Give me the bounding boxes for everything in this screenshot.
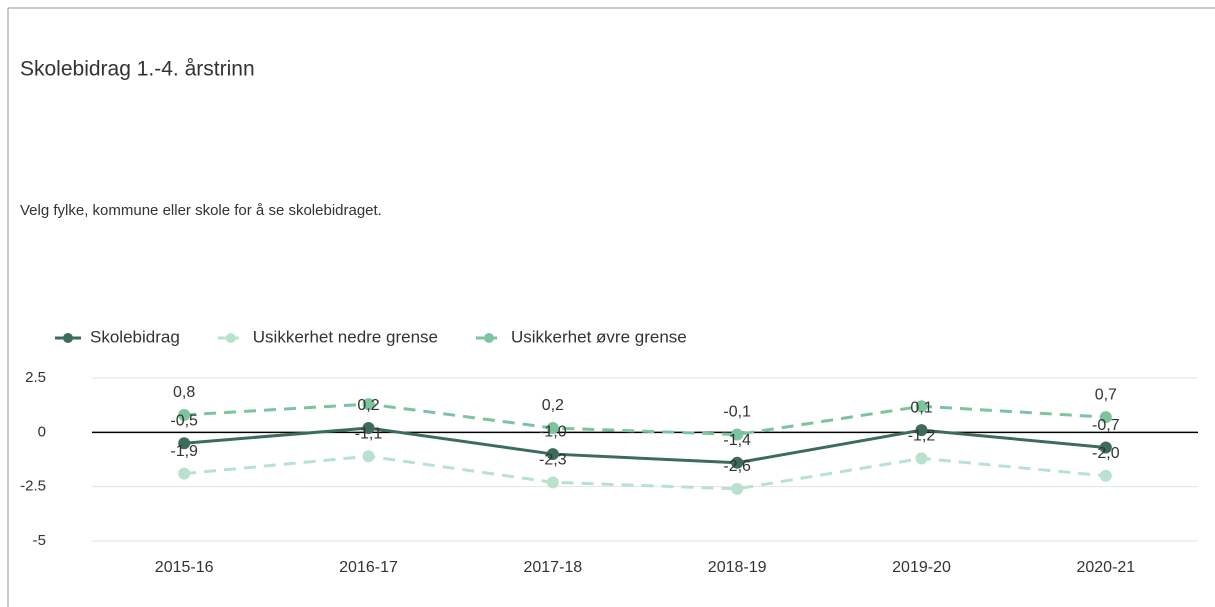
data-point (731, 456, 744, 469)
legend-label: Skolebidrag (90, 327, 180, 346)
data-label: -2,3 (539, 452, 567, 469)
series-line (184, 426, 1106, 465)
data-label: -1,0 (539, 423, 567, 440)
data-point (546, 421, 559, 434)
x-tick-label: 2019-20 (892, 559, 951, 576)
series-line (184, 402, 1106, 437)
y-tick-label: -2.5 (20, 478, 46, 495)
data-point (178, 467, 191, 480)
series-line (184, 454, 1106, 491)
data-point (1099, 469, 1112, 482)
data-point (362, 450, 375, 463)
data-point (1099, 411, 1112, 424)
data-point (1099, 441, 1112, 454)
data-label: -1,9 (170, 443, 198, 460)
x-tick-label: 2018-19 (708, 559, 767, 576)
y-tick-label: 0 (38, 423, 46, 440)
legend-marker (484, 333, 494, 343)
data-label: 0,7 (1095, 386, 1117, 403)
data-point (915, 452, 928, 465)
data-point (731, 482, 744, 495)
data-label: -1,1 (355, 425, 383, 442)
data-point (178, 408, 191, 421)
data-point (362, 421, 375, 434)
legend-label: Usikkerhet nedre grense (253, 327, 438, 346)
data-label: -2,6 (723, 458, 751, 475)
data-label: -0,7 (1092, 417, 1120, 434)
chart-title: Skolebidrag 1.-4. årstrinn (20, 58, 255, 81)
data-label: -1,4 (723, 432, 751, 449)
legend-label: Usikkerhet øvre grense (511, 327, 687, 346)
data-point (915, 424, 928, 437)
x-tick-label: 2015-16 (155, 559, 214, 576)
x-tick-label: 2020-21 (1076, 559, 1135, 576)
data-point (362, 398, 375, 411)
data-point (546, 476, 559, 489)
data-point (915, 400, 928, 413)
y-tick-label: 2.5 (25, 369, 46, 386)
data-point (546, 448, 559, 461)
data-label: 0,8 (173, 384, 195, 401)
data-label: -2,0 (1092, 445, 1120, 462)
legend-marker (63, 333, 73, 343)
data-label: 0,1 (910, 399, 932, 416)
y-tick-label: -5 (33, 532, 46, 549)
data-label: 0,2 (357, 397, 379, 414)
data-point (178, 437, 191, 450)
data-label: -0,1 (723, 404, 751, 421)
data-label: -1,2 (908, 428, 936, 445)
x-tick-label: 2017-18 (523, 559, 582, 576)
data-point (731, 428, 744, 441)
chart-subtitle: Velg fylke, kommune eller skole for å se… (20, 202, 382, 219)
data-label: 0,2 (542, 397, 564, 414)
legend-marker (225, 333, 236, 343)
data-label: -0,5 (170, 412, 198, 429)
x-tick-label: 2016-17 (339, 559, 398, 576)
